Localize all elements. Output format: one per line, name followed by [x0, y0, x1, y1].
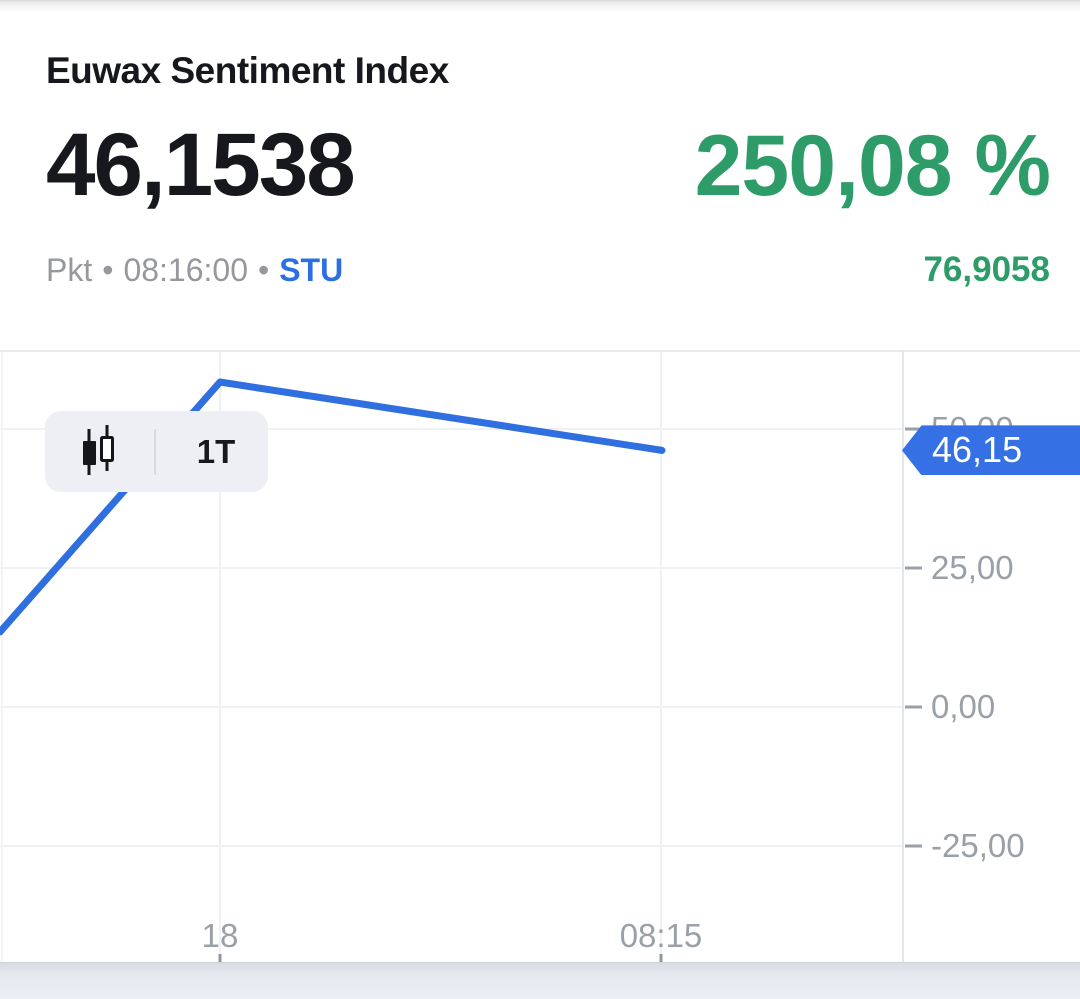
time-scale-label: 18 — [201, 917, 239, 954]
bullet-separator: • — [258, 252, 270, 288]
quote-meta: Pkt • 08:16:00 • STU — [46, 252, 343, 289]
change-percent: 250,08 % — [694, 118, 1051, 214]
exchange-link[interactable]: STU — [279, 252, 344, 288]
quote-time: 08:16:00 — [123, 252, 248, 288]
time-scale-label: 08:15 — [619, 917, 703, 954]
bottom-bar — [0, 962, 1080, 999]
meta-row: Pkt • 08:16:00 • STU 76,9058 — [46, 250, 1050, 290]
bullet-separator: • — [102, 252, 114, 288]
price-row: 46,1538 250,08 % — [46, 114, 1051, 214]
chart-toolbar: 1T — [45, 411, 268, 492]
interval-button[interactable]: 1T — [183, 411, 249, 492]
unit-label: Pkt — [46, 252, 93, 288]
candlestick-icon[interactable] — [81, 425, 115, 477]
price-scale-label: 0,00 — [931, 688, 996, 725]
price-scale-label: -25,00 — [931, 827, 1025, 864]
top-divider — [0, 0, 1080, 14]
price-scale-label: 25,00 — [931, 549, 1014, 586]
last-price-badge: 46,15 — [902, 425, 1080, 476]
reference-value: 76,9058 — [923, 250, 1050, 289]
price-line-series — [0, 378, 666, 636]
page-title: Euwax Sentiment Index — [46, 50, 449, 91]
last-price: 46,1538 — [46, 114, 356, 214]
toolbar-divider — [154, 429, 156, 475]
